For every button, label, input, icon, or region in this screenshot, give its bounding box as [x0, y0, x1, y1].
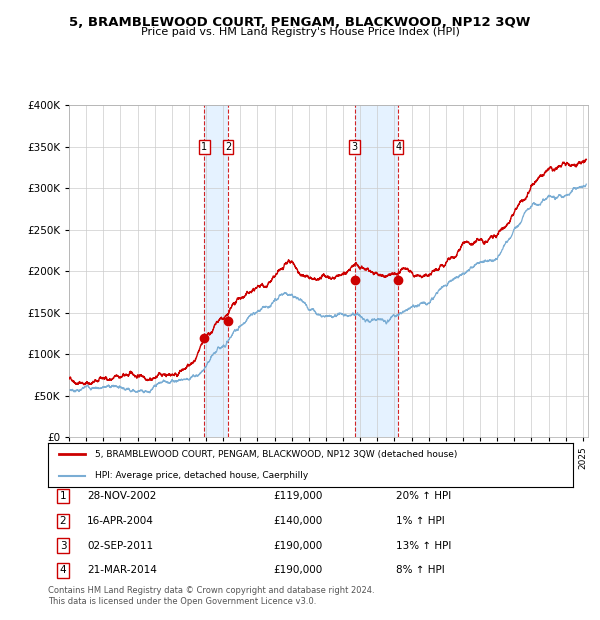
Text: £190,000: £190,000	[273, 565, 322, 575]
Text: 1: 1	[59, 491, 67, 501]
Text: This data is licensed under the Open Government Licence v3.0.: This data is licensed under the Open Gov…	[48, 597, 316, 606]
Bar	[355, 105, 398, 437]
Text: HPI: Average price, detached house, Caerphilly: HPI: Average price, detached house, Caer…	[95, 471, 308, 480]
Text: 16-APR-2004: 16-APR-2004	[87, 516, 154, 526]
Text: Price paid vs. HM Land Registry's House Price Index (HPI): Price paid vs. HM Land Registry's House …	[140, 27, 460, 37]
Text: 02-SEP-2011: 02-SEP-2011	[87, 541, 153, 551]
Text: 21-MAR-2014: 21-MAR-2014	[87, 565, 157, 575]
Text: 5, BRAMBLEWOOD COURT, PENGAM, BLACKWOOD, NP12 3QW: 5, BRAMBLEWOOD COURT, PENGAM, BLACKWOOD,…	[70, 16, 530, 29]
Text: 1% ↑ HPI: 1% ↑ HPI	[396, 516, 445, 526]
Text: 8% ↑ HPI: 8% ↑ HPI	[396, 565, 445, 575]
Text: £190,000: £190,000	[273, 541, 322, 551]
Text: 2: 2	[225, 142, 231, 152]
Bar	[205, 105, 228, 437]
Text: 5, BRAMBLEWOOD COURT, PENGAM, BLACKWOOD, NP12 3QW (detached house): 5, BRAMBLEWOOD COURT, PENGAM, BLACKWOOD,…	[95, 450, 458, 459]
Text: 4: 4	[59, 565, 67, 575]
Text: 20% ↑ HPI: 20% ↑ HPI	[396, 491, 451, 501]
Text: Contains HM Land Registry data © Crown copyright and database right 2024.: Contains HM Land Registry data © Crown c…	[48, 586, 374, 595]
Text: £119,000: £119,000	[273, 491, 322, 501]
Text: 13% ↑ HPI: 13% ↑ HPI	[396, 541, 451, 551]
Text: 4: 4	[395, 142, 401, 152]
Text: 1: 1	[202, 142, 208, 152]
Text: 2: 2	[59, 516, 67, 526]
Text: £140,000: £140,000	[273, 516, 322, 526]
Text: 3: 3	[352, 142, 358, 152]
Text: 28-NOV-2002: 28-NOV-2002	[87, 491, 157, 501]
Text: 3: 3	[59, 541, 67, 551]
